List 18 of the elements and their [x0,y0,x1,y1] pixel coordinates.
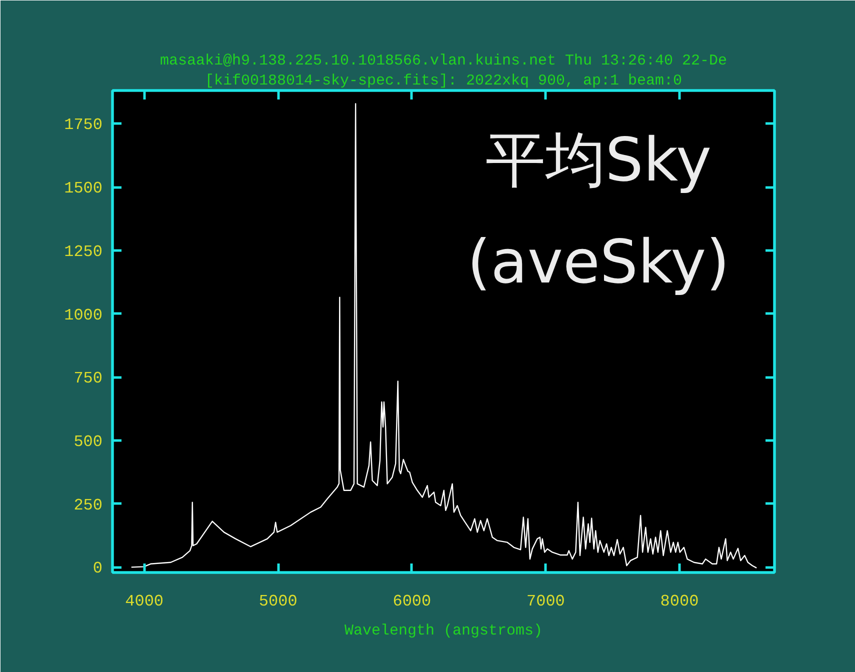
y-tick-label: 1750 [64,116,102,134]
y-tick-label: 0 [92,560,103,578]
chart-subtitle: [kif00188014-sky-spec.fits]: 2022xkq 900, ap:1 beam:0 [204,72,682,90]
annotation: 平均Sky [485,125,712,196]
x-tick-label: 4000 [125,592,164,610]
x-tick-label: 7000 [526,592,565,610]
annotation: (aveSky) [467,228,730,298]
x-tick-label: 6000 [392,592,432,610]
y-tick-label: 250 [74,496,103,514]
y-tick-label: 500 [74,432,103,451]
y-tick-label: 1500 [64,180,102,198]
y-tick-label: 750 [74,370,103,388]
chart-title: masaaki@h9.138.225.10.1018566.vlan.kuins.net Thu 13:26:40 22-De [160,52,728,70]
x-tick-label: 5000 [258,592,298,610]
y-tick-label: 1000 [64,306,102,324]
y-tick-label: 1250 [64,242,102,261]
x-tick-label: 8000 [660,592,699,610]
x-axis-title: Wavelength (angstroms) [344,622,543,640]
